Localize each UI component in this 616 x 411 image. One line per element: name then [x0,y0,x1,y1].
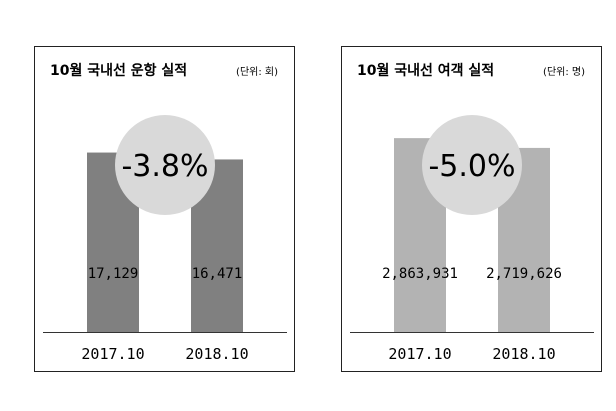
flights-change-label: -3.8% [121,149,208,184]
flights-value-label-2017.10: 17,129 [88,266,139,282]
flights-tick-label-2017.10: 2017.10 [81,345,144,363]
passengers-change-label: -5.0% [428,149,515,184]
flights-tick-label-2018.10: 2018.10 [185,345,248,363]
flights-chart-title: 10월 국내선 운항 실적 [50,62,187,79]
passengers-chart: 10월 국내선 여객 실적 (단위: 명) -5.0% 2,863,931 2,719,… [350,62,594,363]
passengers-tick-label-2018.10: 2018.10 [492,345,555,363]
passengers-chart-panel: 10월 국내선 여객 실적 (단위: 명) -5.0% 2,863,931 2,719,… [341,46,602,372]
flights-unit-label: (단위: 회) [236,65,278,78]
passengers-change-circle [422,115,522,215]
passengers-unit-label: (단위: 명) [543,65,585,78]
passengers-value-label-2017.10: 2,863,931 [382,266,458,282]
passengers-chart-title: 10월 국내선 여객 실적 [357,62,494,79]
flights-change-circle [115,115,215,215]
passengers-tick-label-2017.10: 2017.10 [388,345,451,363]
flights-chart: 10월 국내선 운항 실적 (단위: 회) -3.8% 17,129 16,471 201… [43,62,287,363]
flights-value-label-2018.10: 16,471 [192,266,243,282]
passengers-value-label-2018.10: 2,719,626 [486,266,562,282]
flights-chart-panel: 10월 국내선 운항 실적 (단위: 회) -3.8% 17,129 16,471 201… [34,46,295,372]
